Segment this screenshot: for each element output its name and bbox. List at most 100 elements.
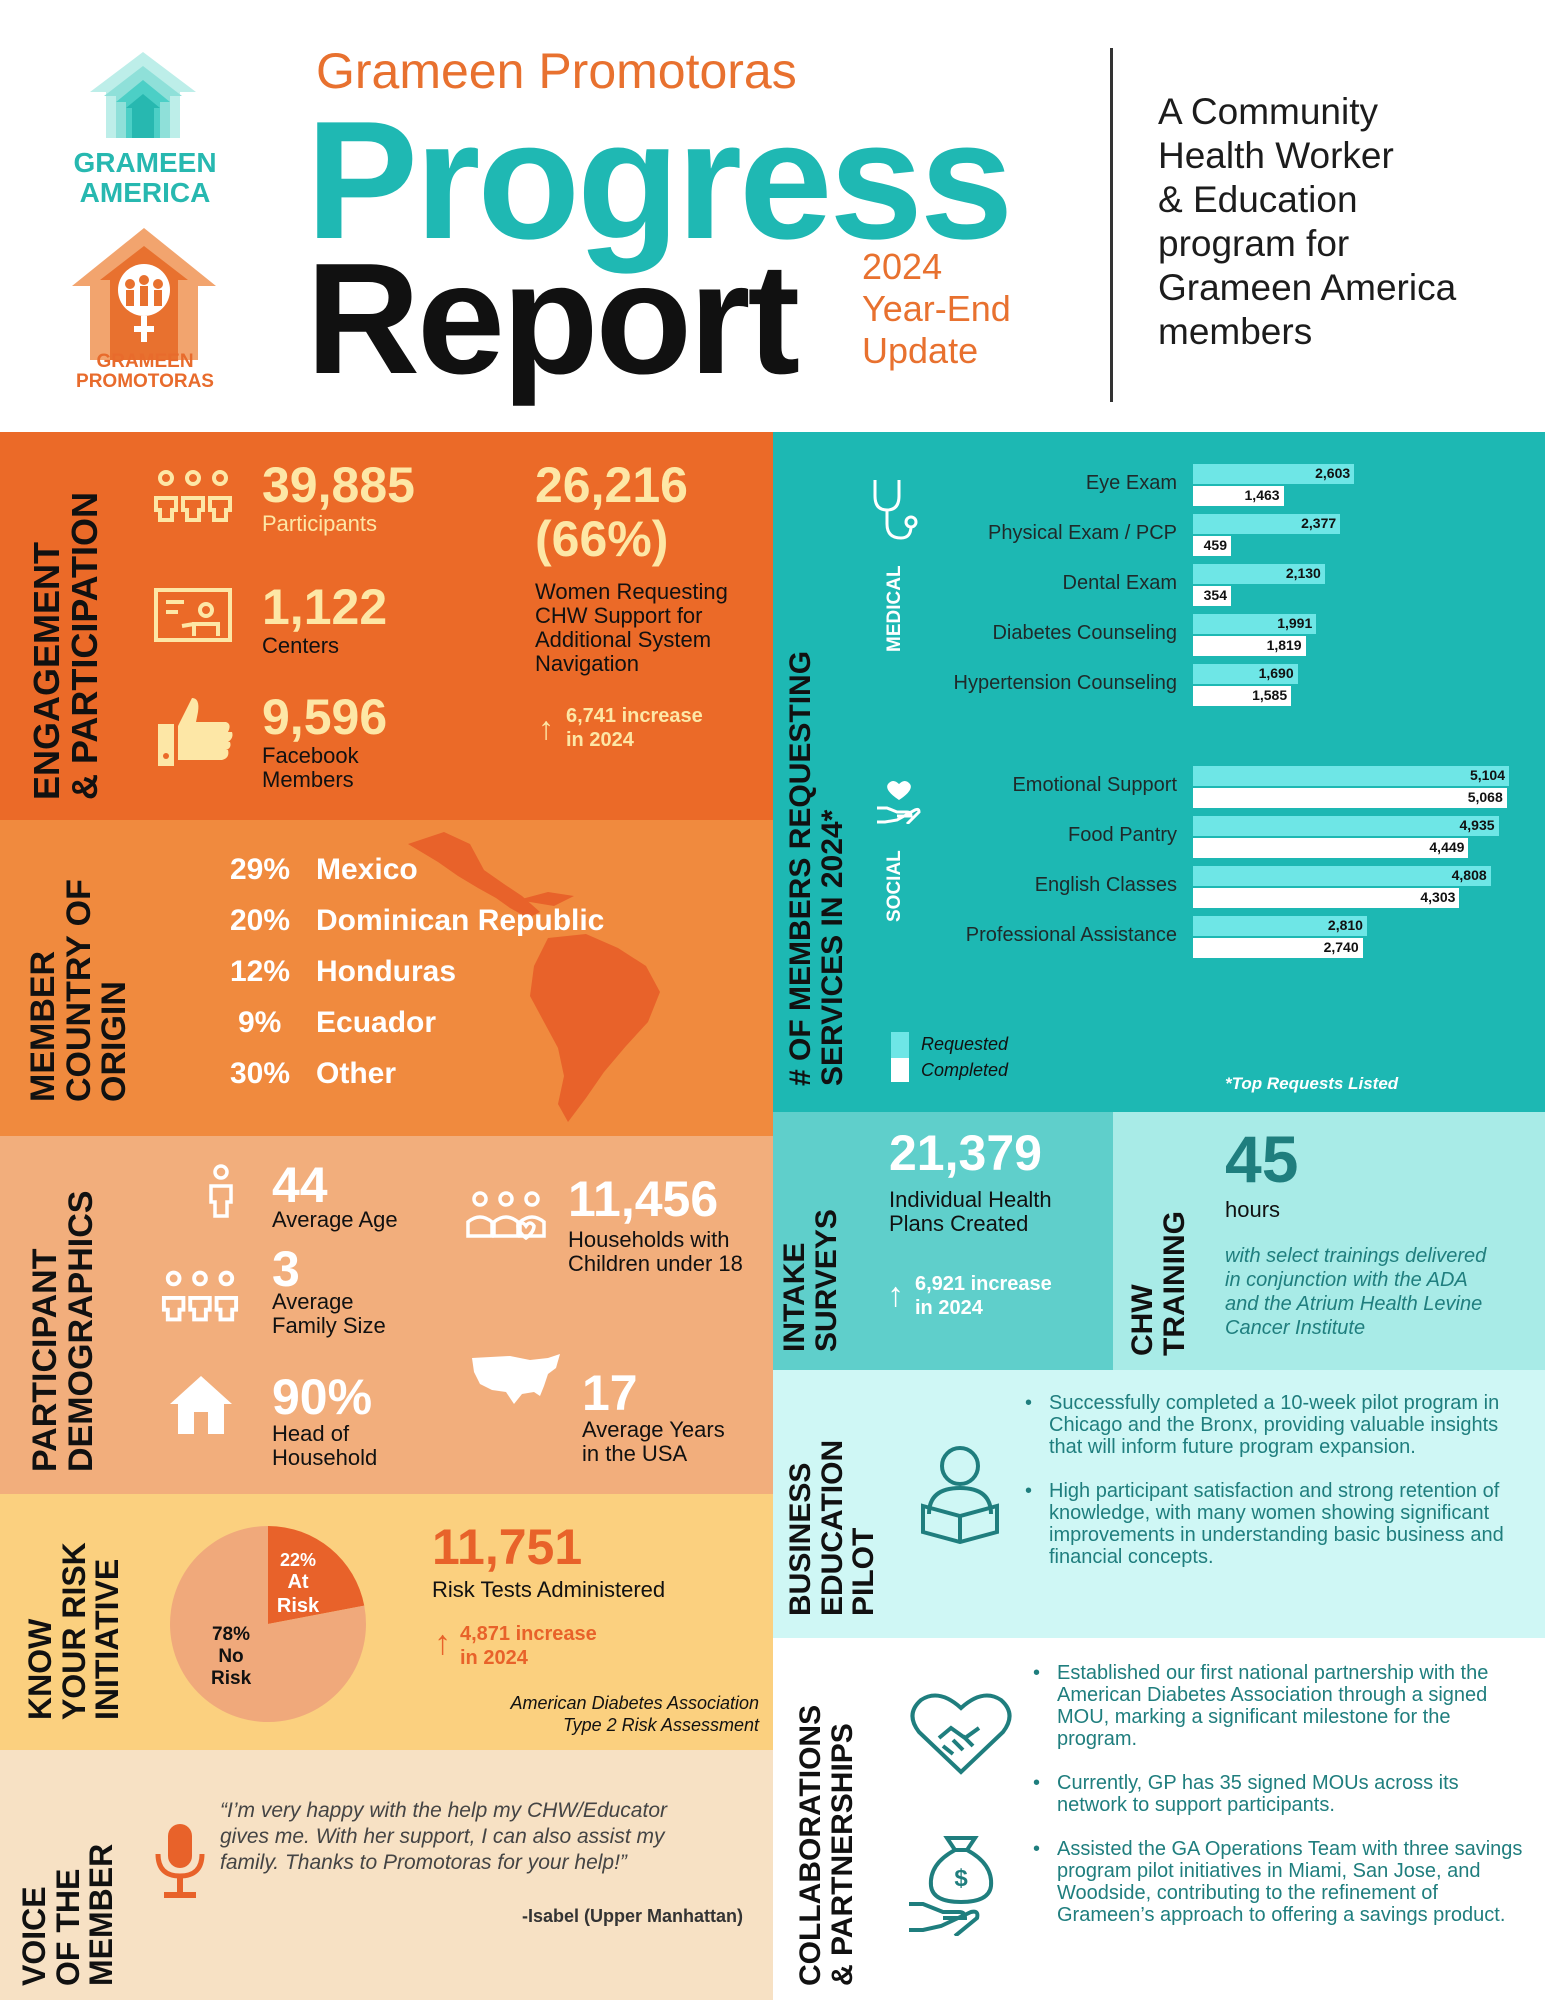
section-title-line: INITIATIVE <box>89 1558 126 1720</box>
section-title-line: ORIGIN <box>95 981 134 1102</box>
bar-value-label: 4,808 <box>1451 867 1487 883</box>
bar-label-social: English Classes <box>1034 874 1177 896</box>
women-label-line: Additional System <box>535 627 712 652</box>
bar-completed-social: 5,068 <box>1193 788 1507 808</box>
bar-label-social: Emotional Support <box>1012 774 1177 796</box>
tests-increase-line: in 2024 <box>460 1647 528 1669</box>
bar-value-label: 2,130 <box>1285 565 1321 581</box>
stethoscope-icon <box>873 480 918 540</box>
households-icon <box>466 1191 546 1240</box>
women-value: 26,216 <box>535 457 688 513</box>
quote-line: “I’m very happy with the help my CHW/Edu… <box>220 1799 667 1822</box>
participants-label: Participants <box>262 511 377 536</box>
bar-value-label: 4,303 <box>1420 889 1456 905</box>
age-value: 44 <box>272 1157 328 1213</box>
risk-section-title: KNOW YOUR RISK INITIATIVE <box>22 1542 126 1720</box>
years-label: Average Years in the USA <box>582 1418 725 1466</box>
bar-completed-medical: 1,463 <box>1193 486 1284 506</box>
family-label-line: Family Size <box>272 1313 386 1338</box>
business-bullets: Successfully completed a 10-week pilot p… <box>1021 1392 1521 1590</box>
collab-bullet: Assisted the GA Operations Team with thr… <box>1029 1838 1525 1926</box>
legend-completed-swatch <box>891 1058 909 1082</box>
training-note-line: in conjunction with the ADA <box>1225 1269 1468 1291</box>
women-label: Women Requesting CHW Support for Additio… <box>535 580 728 676</box>
arrow-up-icon: ↑ <box>887 1276 904 1314</box>
bar-value-label: 1,690 <box>1258 665 1294 681</box>
intake-label-line: Individual Health <box>889 1187 1052 1212</box>
tests-value: 11,751 <box>432 1519 583 1575</box>
section-title-line: & PARTNERSHIPS <box>825 1723 859 1986</box>
origin-item: 30% Other <box>230 1048 604 1099</box>
tests-label: Risk Tests Administered <box>432 1577 666 1602</box>
age-label: Average Age <box>272 1207 398 1232</box>
training-note: with select trainings delivered in conju… <box>1225 1244 1486 1340</box>
tagline-line: members <box>1158 311 1313 352</box>
demographics-panel: PARTICIPANT DEMOGRAPHICS 44 Average Age … <box>0 1136 773 1494</box>
intake-increase-line: 6,921 increase <box>915 1273 1052 1295</box>
bar-requested-social: 5,104 <box>1193 766 1509 786</box>
grameen-promotoras-house-icon <box>72 228 216 360</box>
tagline-line: Health Worker <box>1158 135 1394 176</box>
at-risk-pct: 22% <box>279 1550 317 1570</box>
bar-requested-social: 4,935 <box>1193 816 1499 836</box>
quote-line: family. Thanks to Promotoras for your he… <box>220 1851 627 1874</box>
section-title-line: BUSINESS <box>784 1462 817 1616</box>
bar-completed-medical: 1,819 <box>1193 636 1306 656</box>
home-icon <box>170 1376 232 1434</box>
section-title-line: COLLABORATIONS <box>794 1704 827 1986</box>
demographics-section-title: PARTICIPANT DEMOGRAPHICS <box>26 1191 100 1472</box>
tagline-line: program for <box>1158 223 1350 264</box>
business-bullet: Successfully completed a 10-week pilot p… <box>1021 1392 1521 1458</box>
bar-value-label: 1,585 <box>1252 687 1288 703</box>
training-unit: hours <box>1225 1197 1281 1222</box>
women-increase-line: 6,741 increase <box>566 705 703 727</box>
no-risk-label: 78% No Risk <box>196 1624 266 1690</box>
pie-slice-at-risk <box>268 1526 365 1624</box>
head-label-line: Household <box>272 1445 378 1470</box>
engagement-panel: ENGAGEMENT & PARTICIPATION 39,885 Partic… <box>0 432 773 820</box>
tagline-line: Grameen America <box>1158 267 1457 308</box>
bar-label-medical: Diabetes Counseling <box>992 622 1177 644</box>
heart-hand-icon <box>877 781 921 824</box>
bar-completed-social: 4,303 <box>1193 888 1460 908</box>
bar-value-label: 5,104 <box>1469 767 1505 783</box>
member-quote: “I’m very happy with the help my CHW/Edu… <box>220 1798 667 1876</box>
training-note-line: with select trainings delivered <box>1225 1245 1487 1267</box>
bar-label-medical: Dental Exam <box>1062 572 1178 594</box>
training-note-line: and the Atrium Health Levine <box>1225 1293 1483 1315</box>
header: GRAMEEN AMERICA GRAMEEN PROMOTORAS Grame… <box>0 0 1545 432</box>
intake-panel: INTAKE SURVEYS 21,379 Individual Health … <box>773 1112 1113 1370</box>
heart-handshake-icon <box>910 1693 1012 1775</box>
year-end-update: 2024 Year-End Update <box>862 246 1011 372</box>
origin-item: 9% Ecuador <box>230 997 604 1048</box>
tests-increase: 4,871 increase in 2024 <box>460 1622 597 1670</box>
grameen-america-logo-text: GRAMEEN AMERICA <box>55 148 235 208</box>
family-icon <box>161 1270 239 1322</box>
arrow-up-icon: ↑ <box>434 1624 451 1662</box>
person-icon <box>209 1164 233 1218</box>
logo1-line2: AMERICA <box>79 177 211 208</box>
section-title-line: PARTICIPANT <box>26 1248 64 1472</box>
training-note-line: Cancer Institute <box>1225 1317 1366 1339</box>
head-label-line: Head of <box>272 1421 350 1446</box>
intake-label: Individual Health Plans Created <box>889 1188 1052 1236</box>
section-title-line: ENGAGEMENT <box>26 541 67 800</box>
risk-source: American Diabetes Association Type 2 Ris… <box>511 1692 759 1736</box>
bar-value-label: 1,463 <box>1244 487 1280 503</box>
years-label-line: in the USA <box>582 1441 688 1466</box>
origin-country: Ecuador <box>316 1006 437 1039</box>
bar-label-social: Food Pantry <box>1068 824 1177 846</box>
bar-requested-medical: 2,377 <box>1193 514 1341 534</box>
update-year: 2024 <box>862 246 943 287</box>
bar-label-medical: Hypertension Counseling <box>953 672 1177 694</box>
section-title-line: VOICE <box>16 1886 52 1986</box>
origin-pct: 12% <box>230 955 291 988</box>
section-title-line: INTAKE <box>778 1242 811 1352</box>
pie-slice-no-risk <box>169 1526 366 1722</box>
logo1-line1: GRAMEEN <box>73 147 217 178</box>
legend-requested-swatch <box>891 1032 909 1058</box>
households-label-line: Children under 18 <box>568 1251 743 1276</box>
years-label-line: Average Years <box>582 1417 725 1442</box>
origin-pct: 29% <box>230 853 291 886</box>
centers-value: 1,122 <box>262 579 388 635</box>
